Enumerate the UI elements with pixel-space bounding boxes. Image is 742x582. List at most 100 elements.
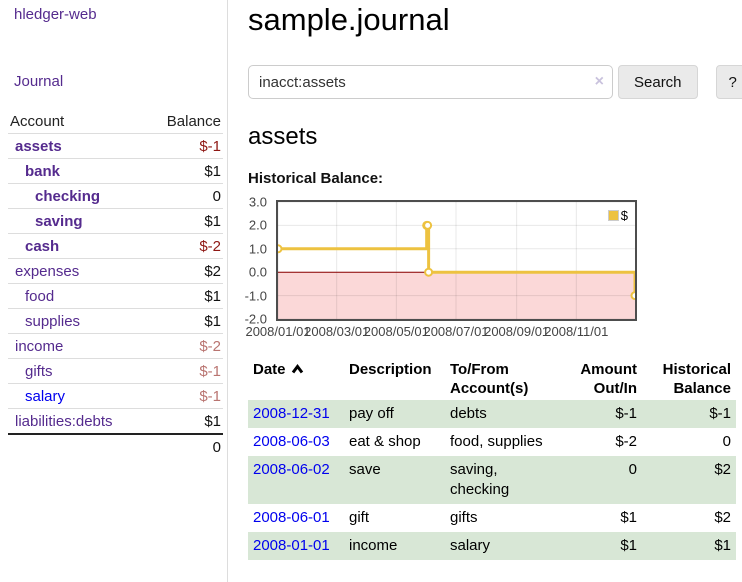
accounts-balance-table: Account Balance assets $-1 bank $1 check… [8,109,223,459]
sidebar-account-balance: $-2 [147,233,223,259]
x-tick-label: 2008/05/01 [363,324,429,339]
sidebar-account-link[interactable]: bank [25,163,61,180]
account-heading: assets [248,123,318,150]
accounts-table-header-row: Account Balance [8,109,223,134]
sidebar-account-balance: $-1 [147,133,223,159]
sidebar-account-row: checking 0 [8,183,223,209]
description-column-header: Description [349,361,432,378]
sidebar-account-row: assets $-1 [8,133,223,159]
transaction-amount: $1 [620,509,637,526]
register-table: Date Description To/From Account(s) Amou… [248,358,736,560]
y-tick-label: 2.0 [248,217,267,233]
register-row: 2008-06-01 gift gifts $1 $2 [248,504,736,532]
clear-search-icon[interactable]: × [594,73,604,90]
sidebar-account-balance: $1 [147,208,223,234]
transaction-amount: 0 [565,456,642,504]
transaction-balance: 0 [722,433,731,450]
sidebar-account-link[interactable]: saving [35,213,83,230]
sidebar-account-row: liabilities:debts $1 [8,408,223,435]
amount-column-header: Amount Out/In [580,361,637,397]
transaction-accounts: gifts [450,509,478,526]
register-row: 2008-12-31 pay off debts $-1 $-1 [248,400,736,428]
legend-label: $ [620,208,628,223]
sidebar-account-link[interactable]: income [15,338,64,355]
app-title-link[interactable]: hledger-web [14,6,97,23]
transaction-date-link[interactable]: 2008-12-31 [253,405,330,422]
y-tick-label: -1.0 [244,288,267,304]
chart-heading: Historical Balance: [248,170,384,187]
sidebar-account-link[interactable]: checking [35,188,101,205]
sidebar-account-link[interactable]: salary [25,388,66,405]
sort-ascending-icon [291,361,304,380]
balance-step-line-chart [278,202,635,319]
transaction-description: income [344,532,445,560]
y-tick-label: 3.0 [248,194,267,210]
sidebar-account-balance: $1 [147,308,223,334]
date-column-header[interactable]: Date [248,358,344,400]
sidebar-total-row: 0 [8,433,223,459]
sidebar-account-row: gifts $-1 [8,358,223,384]
sidebar-account-balance: $1 [147,158,223,184]
search-input[interactable] [248,65,613,99]
register-row: 2008-06-02 save saving, checking 0 $2 [248,456,736,504]
sidebar-account-link[interactable]: food [25,288,55,305]
transaction-date-link[interactable]: 2008-01-01 [253,537,330,554]
transaction-date-link[interactable]: 2008-06-02 [253,461,330,478]
sidebar-account-link[interactable]: liabilities:debts [15,413,113,430]
sidebar-account-balance: $-1 [147,383,223,409]
sidebar-account-row: bank $1 [8,158,223,184]
search-button[interactable]: Search [618,65,698,99]
transaction-amount: $-1 [565,400,642,428]
transaction-date-link[interactable]: 2008-06-03 [253,433,330,450]
legend-swatch-icon [607,210,619,221]
sidebar-account-row: expenses $2 [8,258,223,284]
sidebar: hledger-web Journal Account Balance asse… [0,0,228,582]
transaction-date-link[interactable]: 2008-06-01 [253,509,330,526]
transaction-accounts: food, supplies [450,433,543,450]
help-button[interactable]: ? [715,65,742,99]
register-table-body: 2008-12-31 pay off debts $-1 $-1 2008-06… [248,400,736,560]
sidebar-account-balance: 0 [147,183,223,209]
x-axis-labels: 2008/01/01 2008/03/01 2008/05/01 2008/07/01… [245,321,637,341]
transaction-description: eat & shop [349,433,421,450]
x-tick-label: 2008/03/01 [304,324,370,339]
historical-balance-chart: $ 3.0 2.0 1.0 0.0 -1.0 -2.0 2008/01/01 2008/03… [245,196,637,341]
sidebar-account-row: saving $1 [8,208,223,234]
x-tick-label: 2008/01/01 [245,324,311,339]
transaction-amount: $-2 [615,433,637,450]
transaction-description: pay off [344,400,445,428]
y-axis-labels: 3.0 2.0 1.0 0.0 -1.0 -2.0 [236,196,272,326]
accounts-table-body: assets $-1 bank $1 checking 0 saving $1 … [8,133,223,459]
register-row: 2008-06-03 eat & shop food, supplies $-2… [248,428,736,456]
sidebar-account-link[interactable]: supplies [25,313,81,330]
sidebar-account-link[interactable]: cash [25,238,60,255]
sidebar-account-balance: $1 [147,283,223,309]
accounts-column-header: To/From Account(s) [450,361,529,397]
y-tick-label: 0.0 [248,264,267,280]
transaction-description: gift [349,509,370,526]
transaction-balance: $2 [714,509,731,526]
chart-plot-area: $ [276,200,637,321]
search-form: × Search ? [248,65,742,99]
page-title: sample.journal [248,2,450,37]
sidebar-account-link[interactable]: assets [15,138,62,155]
register-row: 2008-01-01 income salary $1 $1 [248,532,736,560]
transaction-balance: $-1 [642,400,736,428]
transaction-balance: $1 [642,532,736,560]
account-column-header: Account [8,109,148,134]
x-tick-label: 2008/09/01 [484,324,550,339]
y-tick-label: -2.0 [244,311,267,327]
sidebar-total-balance: 0 [147,433,223,459]
transaction-accounts: debts [445,400,565,428]
y-tick-label: 1.0 [248,241,267,257]
sidebar-account-link[interactable]: gifts [25,363,53,380]
sidebar-account-link[interactable]: expenses [15,263,80,280]
sidebar-account-balance: $-2 [147,333,223,359]
transaction-accounts: saving, checking [445,456,565,504]
sidebar-account-balance: $1 [147,408,223,435]
register-header-row: Date Description To/From Account(s) Amou… [248,358,736,400]
sidebar-item-journal[interactable]: Journal [14,73,64,90]
sidebar-account-row: income $-2 [8,333,223,359]
sidebar-account-balance: $-1 [147,358,223,384]
